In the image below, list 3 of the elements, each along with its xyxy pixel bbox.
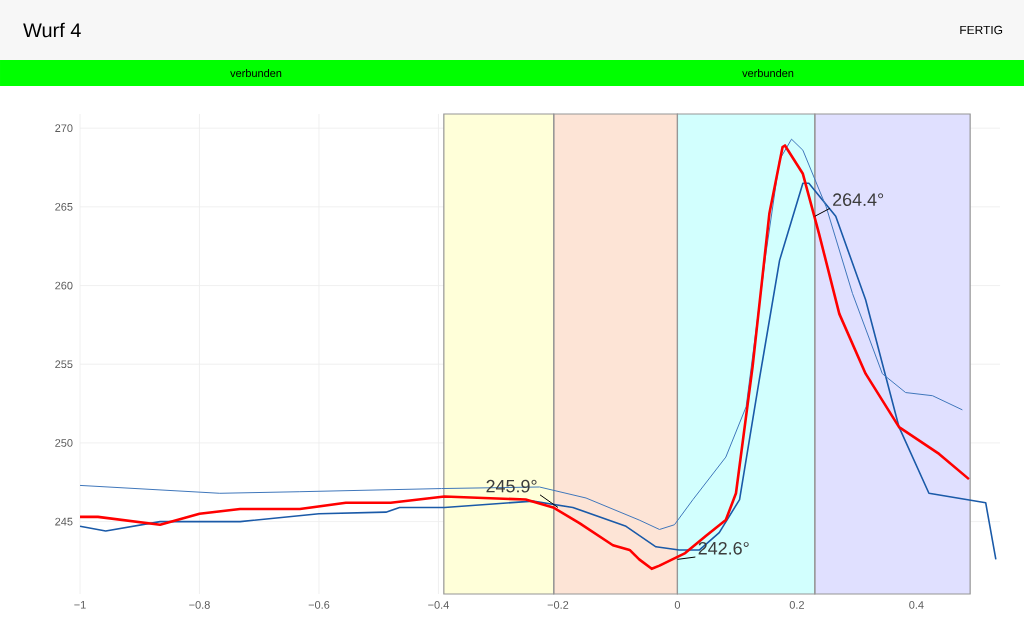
annotation: 242.6° xyxy=(698,541,749,555)
annotation: 264.4° xyxy=(833,193,884,207)
chart-title: Wurf 4 xyxy=(23,22,81,38)
